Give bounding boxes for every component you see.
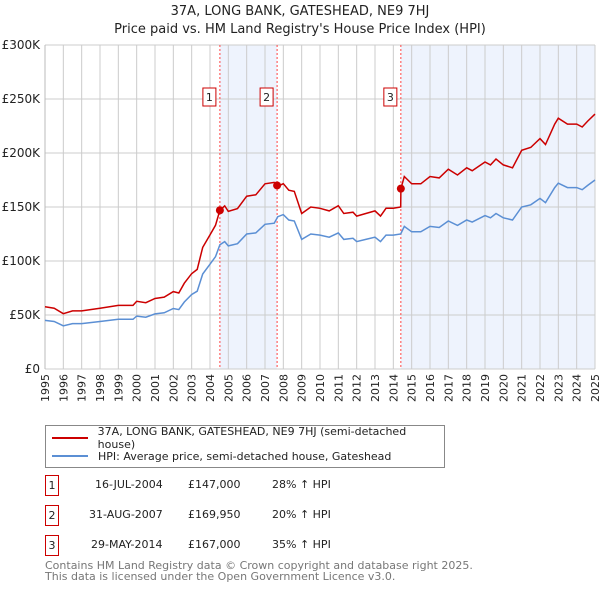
- sale-date: 29-MAY-2014: [91, 538, 163, 551]
- price-chart: 1995 1996 1997 1998 1999 2000 2001 2002 2003 2004…: [2, 38, 600, 402]
- x-tick-label: 2001: [149, 374, 162, 402]
- footer-copyright: Contains HM Land Registry data © Crown c…: [45, 559, 473, 572]
- x-tick-label: 1999: [112, 374, 125, 402]
- legend-item-property: 37A, LONG BANK, GATESHEAD, NE9 7HJ (semi…: [52, 425, 444, 451]
- x-tick-label: 2014: [387, 374, 400, 402]
- x-tick-label: 2012: [351, 374, 364, 402]
- footer-licence: This data is licensed under the Open Gov…: [45, 570, 396, 583]
- x-tick-label: 2023: [552, 374, 565, 402]
- y-tick-label: £150K: [2, 200, 42, 214]
- x-tick-label: 2006: [241, 374, 254, 402]
- property-series-line: [44, 113, 596, 315]
- x-tick-label: 2003: [186, 374, 199, 402]
- y-tick-label: £0: [25, 362, 40, 376]
- hpi-series-line: [44, 179, 596, 327]
- legend-swatch-red: [52, 437, 88, 439]
- x-tick-label: 2010: [314, 374, 327, 402]
- y-tick-label: £100K: [2, 254, 42, 268]
- y-tick-label: £300K: [2, 38, 42, 52]
- x-tick-label: 1998: [94, 374, 107, 402]
- chart-title: 37A, LONG BANK, GATESHEAD, NE9 7HJ: [170, 4, 430, 19]
- x-tick-label: 2021: [516, 374, 529, 402]
- x-tick-label: 1995: [39, 374, 52, 402]
- sale-price: £147,000: [188, 478, 241, 491]
- sale-marker-box: [259, 87, 274, 107]
- sale-marker-box: [202, 87, 217, 107]
- x-tick-label: 2019: [479, 374, 492, 402]
- sale-price: £167,000: [188, 538, 241, 551]
- sale-marker-label: 3: [387, 91, 394, 104]
- x-tick-label: 2004: [204, 374, 217, 402]
- x-tick-label: 2016: [424, 374, 437, 402]
- x-tick-label: 2000: [131, 374, 144, 402]
- sale-marker-label: 2: [45, 505, 59, 526]
- x-tick-label: 2022: [534, 374, 547, 402]
- legend-item-hpi: HPI: Average price, semi-detached house,…: [52, 448, 391, 464]
- x-tick-label: 2008: [277, 374, 290, 402]
- x-tick-label: 2009: [296, 374, 309, 402]
- sale-point: [396, 184, 405, 193]
- x-tick-label: 1996: [57, 374, 70, 402]
- legend-swatch-blue: [52, 455, 88, 457]
- y-tick-label: £50K: [9, 308, 41, 322]
- chart-subtitle: Price paid vs. HM Land Registry's House …: [114, 22, 486, 37]
- x-tick-label: 2013: [369, 374, 382, 402]
- sale-point: [215, 206, 224, 215]
- sale-marker-box: [383, 87, 398, 107]
- sale-hpi-diff: 35% ↑ HPI: [272, 538, 331, 551]
- x-tick-label: 2011: [332, 374, 345, 402]
- legend: 37A, LONG BANK, GATESHEAD, NE9 7HJ (semi…: [45, 425, 445, 468]
- x-tick-label: 2017: [442, 374, 455, 402]
- legend-label: 37A, LONG BANK, GATESHEAD, NE9 7HJ (semi…: [97, 425, 407, 451]
- sale-marker-label: 1: [45, 475, 59, 496]
- x-tick-label: 1997: [76, 374, 89, 402]
- y-tick-label: £250K: [2, 92, 42, 106]
- x-tick-label: 2025: [589, 374, 600, 402]
- x-tick-label: 2020: [497, 374, 510, 402]
- sale-marker-label: 3: [45, 535, 59, 556]
- sale-price: £169,950: [188, 508, 241, 521]
- sale-hpi-diff: 20% ↑ HPI: [272, 508, 331, 521]
- x-tick-label: 2018: [461, 374, 474, 402]
- x-tick-label: 2015: [406, 374, 419, 402]
- x-tick-label: 2007: [259, 374, 272, 402]
- sale-marker-label: 1: [206, 91, 213, 104]
- x-tick-label: 2002: [167, 374, 180, 402]
- legend-label: HPI: Average price, semi-detached house,…: [98, 449, 392, 463]
- y-tick-label: £200K: [2, 146, 42, 160]
- x-tick-label: 2005: [222, 374, 235, 402]
- x-tick-label: 2024: [571, 374, 584, 402]
- sale-hpi-diff: 28% ↑ HPI: [272, 478, 331, 491]
- sale-date: 16-JUL-2004: [95, 478, 163, 491]
- sale-marker-label: 2: [263, 91, 270, 104]
- sale-date: 31-AUG-2007: [89, 508, 163, 521]
- sale-point: [273, 181, 282, 190]
